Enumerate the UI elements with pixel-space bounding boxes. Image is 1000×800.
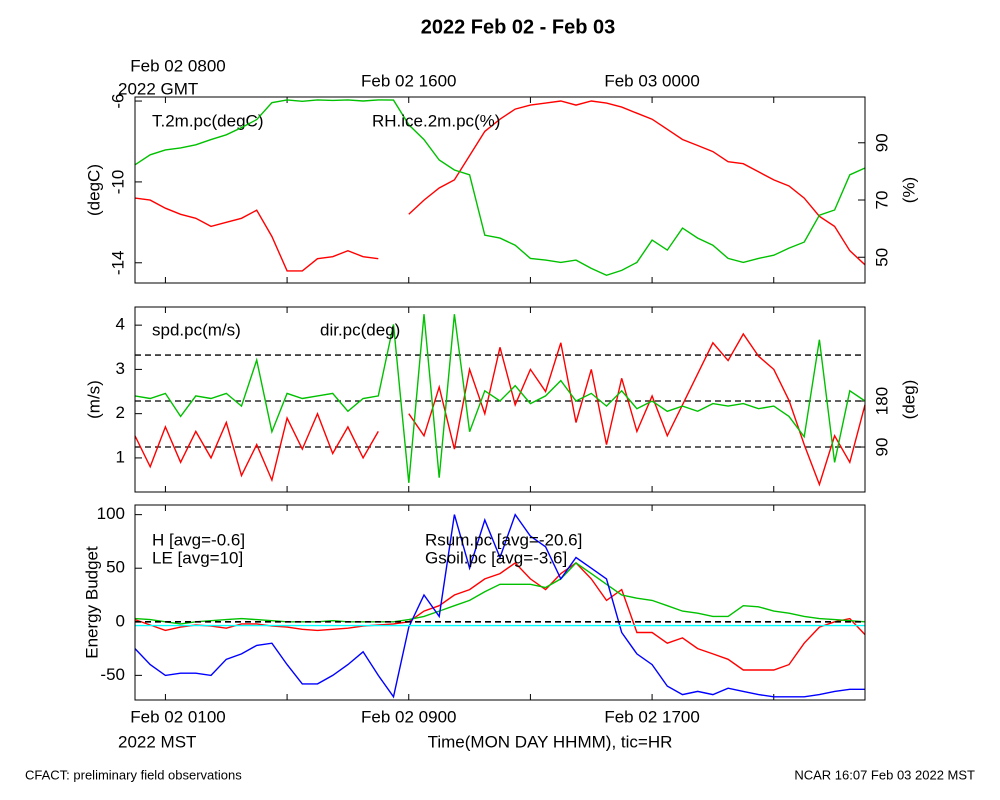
y-tick-label: 2	[116, 403, 125, 422]
plot-frame	[134, 504, 866, 701]
y-tick-label: 3	[116, 359, 125, 378]
top-year: 2022 GMT	[118, 79, 198, 98]
y-axis-label: (degC)	[84, 164, 103, 216]
footer-right: NCAR 16:07 Feb 03 2022 MST	[794, 767, 975, 782]
legend-label: LE [avg=10]	[152, 548, 243, 567]
x-tick-label: Feb 02 0100	[130, 707, 225, 726]
legend-label: H [avg=-0.6]	[152, 530, 245, 549]
y2-tick-label: 90	[872, 133, 891, 152]
y2-axis-label: (%)	[899, 177, 918, 203]
series-line	[134, 561, 866, 625]
series-line	[134, 100, 866, 272]
series-line	[134, 332, 866, 487]
x-tick-label: Feb 02 1700	[604, 707, 699, 726]
top-tick-label: Feb 02 1600	[361, 71, 456, 90]
y-axis-label: (m/s)	[84, 380, 103, 419]
y-tick-label: 0	[116, 611, 125, 630]
y2-tick-label: 70	[872, 191, 891, 210]
y-tick-label: -50	[100, 665, 125, 684]
y-tick-label: -6	[108, 93, 127, 108]
y-tick-label: -10	[108, 170, 127, 195]
plot-frame	[134, 306, 866, 493]
plot-frame	[134, 96, 866, 284]
series-line	[134, 513, 865, 699]
legend-label: spd.pc(m/s)	[152, 320, 241, 339]
y2-tick-label: 50	[872, 248, 891, 267]
legend-label: Gsoil.pc [avg=-3.6]	[425, 548, 567, 567]
legend-label: RH.ice.2m.pc(%)	[372, 111, 500, 130]
bottom-year: 2022 MST	[118, 732, 196, 751]
legend-label: Rsum.pc [avg=-20.6]	[425, 530, 582, 549]
y-tick-label: 4	[116, 315, 125, 334]
legend-label: T.2m.pc(degC)	[152, 111, 263, 130]
series-line	[134, 314, 866, 483]
top-tick-label: Feb 02 0800	[130, 56, 225, 75]
y2-axis-label: (deg)	[899, 380, 918, 420]
y-axis-label: Energy Budget	[82, 546, 101, 659]
top-tick-label: Feb 03 0000	[604, 71, 699, 90]
chart-title: 2022 Feb 02 - Feb 03	[421, 16, 616, 38]
y2-tick-label: 90	[872, 438, 891, 457]
y-tick-label: -14	[108, 250, 127, 275]
x-tick-label: Feb 02 0900	[361, 707, 456, 726]
y2-tick-label: 180	[872, 387, 891, 415]
x-axis-label: Time(MON DAY HHMM), tic=HR	[428, 732, 673, 751]
legend-label: dir.pc(deg)	[320, 320, 400, 339]
series-line	[134, 99, 866, 277]
footer-left: CFACT: preliminary field observations	[25, 767, 242, 782]
series-line	[134, 561, 866, 671]
y-tick-label: 100	[97, 504, 125, 523]
y-tick-label: 50	[106, 558, 125, 577]
y-tick-label: 1	[116, 447, 125, 466]
